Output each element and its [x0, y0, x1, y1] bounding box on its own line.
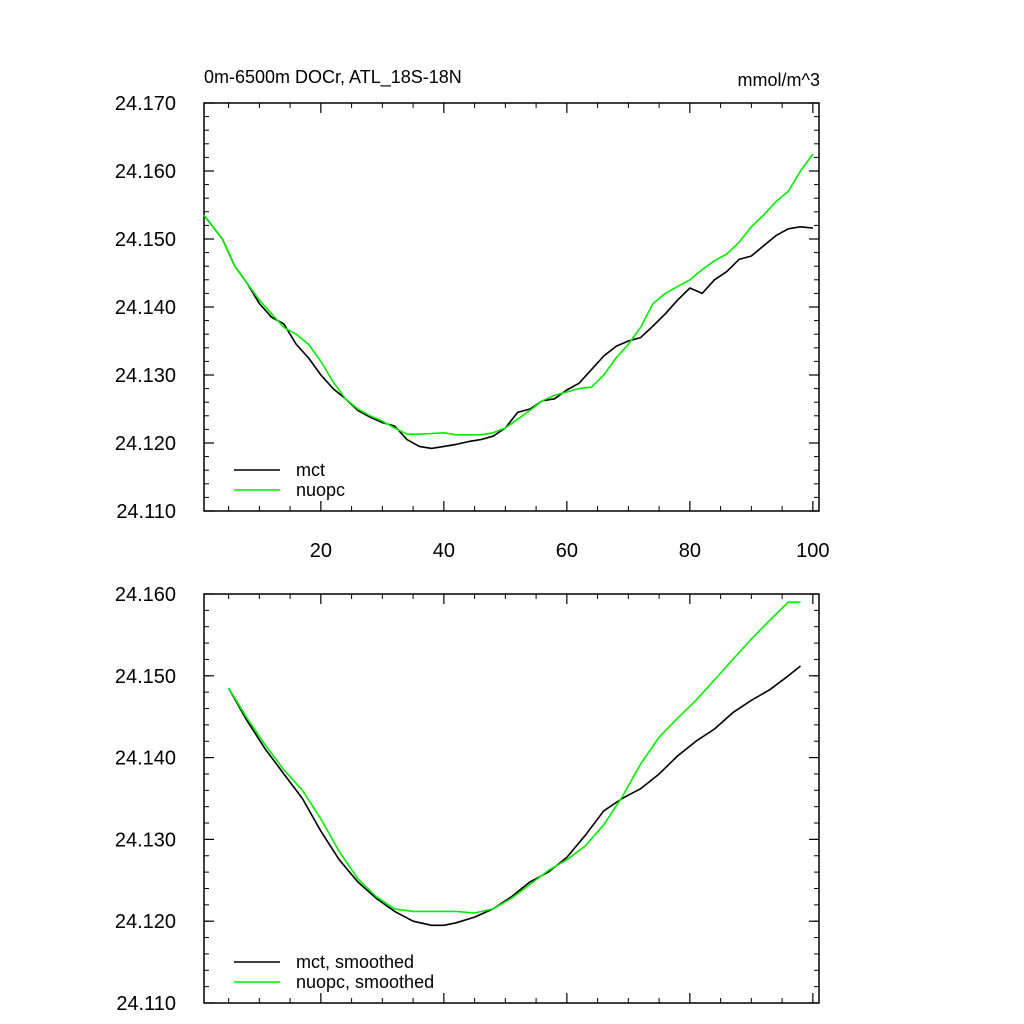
legend-label: nuopc, smoothed	[296, 972, 434, 992]
plot-frame	[203, 102, 820, 512]
legend-label: nuopc	[296, 480, 345, 500]
y-tick-label: 24.120	[115, 911, 176, 933]
y-tick-labels: 24.110 24.120 24.130 24.140 24.150 24.160 24.1…	[115, 93, 176, 523]
series-lines	[203, 153, 814, 450]
legend-label: mct	[296, 460, 325, 480]
series-line-nuopc	[203, 153, 814, 436]
series-lines	[227, 601, 802, 927]
units-label: mmol/m^3	[738, 70, 820, 90]
y-tick-label: 24.170	[115, 93, 176, 115]
legend-label: mct, smoothed	[296, 952, 414, 972]
series-line-nuopc-smoothed	[227, 601, 801, 914]
bottom-panel: 24.110 24.120 24.130 24.140 24.150 24.160 mct…	[115, 584, 820, 1015]
y-tick-label: 24.160	[115, 584, 176, 606]
y-tick-label: 24.130	[115, 829, 176, 851]
x-tick-label: 100	[796, 540, 829, 562]
axis-ticks	[204, 593, 819, 1004]
y-tick-label: 24.120	[115, 433, 176, 455]
y-tick-labels: 24.110 24.120 24.130 24.140 24.150 24.160	[115, 584, 176, 1015]
y-tick-label: 24.150	[115, 229, 176, 251]
x-tick-label: 60	[556, 540, 578, 562]
y-tick-label: 24.130	[115, 365, 176, 387]
x-tick-labels: 20 40 60 80 100	[310, 540, 830, 562]
x-tick-label: 80	[679, 540, 701, 562]
y-tick-label: 24.140	[115, 748, 176, 770]
y-tick-label: 24.160	[115, 161, 176, 183]
top-panel: 0m-6500m DOCr, ATL_18S-18N mmol/m^3 24.1…	[115, 67, 830, 562]
x-tick-label: 20	[310, 540, 332, 562]
y-tick-label: 24.140	[115, 297, 176, 319]
y-tick-label: 24.110	[116, 501, 176, 523]
plot-frame	[203, 593, 820, 1004]
y-tick-label: 24.150	[115, 666, 176, 688]
axis-ticks	[204, 102, 819, 512]
chart-title: 0m-6500m DOCr, ATL_18S-18N	[204, 67, 462, 88]
series-line-mct	[203, 214, 813, 450]
x-tick-label: 40	[433, 540, 455, 562]
series-line-mct-smoothed	[227, 665, 802, 927]
y-tick-label: 24.110	[116, 993, 176, 1015]
